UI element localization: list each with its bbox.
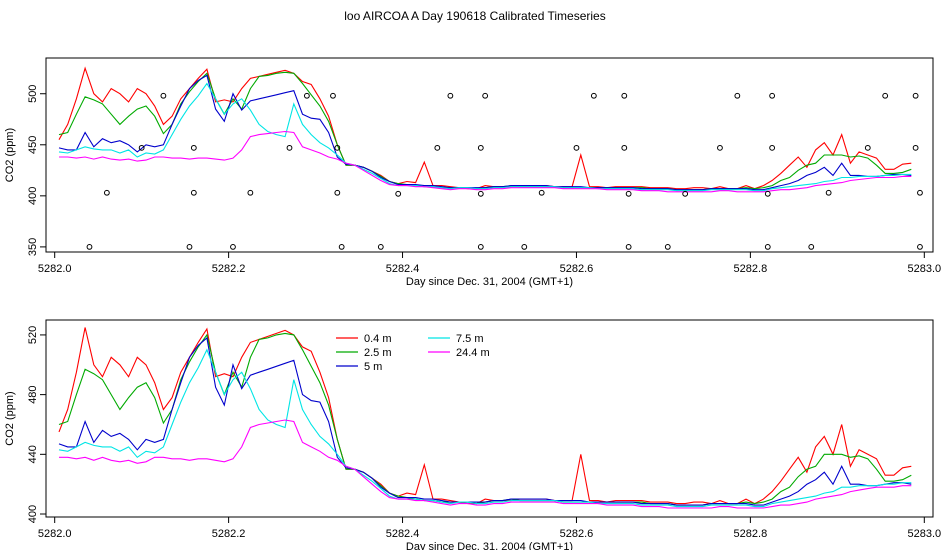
data-point xyxy=(186,243,193,250)
data-point xyxy=(338,243,345,250)
x-tick-label: 5282.6 xyxy=(560,528,594,540)
data-point xyxy=(590,92,597,99)
data-point xyxy=(395,190,402,197)
data-point xyxy=(303,92,310,99)
data-point xyxy=(682,190,689,197)
data-point xyxy=(912,144,919,151)
data-point xyxy=(434,144,441,151)
series-line-24-4-m xyxy=(59,419,912,509)
data-point xyxy=(330,92,336,99)
x-tick-label: 5282.2 xyxy=(212,528,246,540)
data-point xyxy=(625,190,632,197)
data-point xyxy=(664,243,671,250)
plot-area xyxy=(58,66,923,250)
plot-area xyxy=(58,327,912,509)
series-line-24-4-m xyxy=(59,130,912,193)
x-axis-label: Day since Dec. 31, 2004 (GMT+1) xyxy=(406,276,573,288)
series-line-0-4-m xyxy=(58,327,912,505)
y-tick-label: 400 xyxy=(27,505,39,523)
x-tick-label: 5282.6 xyxy=(560,263,594,275)
data-point xyxy=(864,144,871,151)
y-tick-label: 350 xyxy=(27,238,39,256)
x-tick-label: 5283.0 xyxy=(907,528,941,540)
y-tick-label: 500 xyxy=(27,85,39,103)
y-axis-label: CO2 (ppm) xyxy=(4,391,16,445)
x-tick-label: 5282.8 xyxy=(734,528,768,540)
data-point xyxy=(190,144,197,151)
y-tick-label: 480 xyxy=(27,385,39,403)
legend-label: 2.5 m xyxy=(364,347,392,359)
data-point xyxy=(717,144,723,151)
data-point xyxy=(103,189,110,196)
data-point xyxy=(334,144,341,151)
x-axis-label: Day since Dec. 31, 2004 (GMT+1) xyxy=(406,541,573,550)
data-point xyxy=(573,144,580,151)
data-point xyxy=(917,189,923,196)
series-line-7-5-m xyxy=(58,348,912,508)
plot-frame xyxy=(45,319,934,518)
data-point xyxy=(825,189,832,196)
data-point xyxy=(625,243,632,250)
data-point xyxy=(912,92,919,99)
x-tick-label: 5282.4 xyxy=(386,528,420,540)
data-point xyxy=(808,243,815,250)
data-point xyxy=(769,144,776,151)
chart-title: loo AIRCOA A Day 190618 Calibrated Times… xyxy=(344,9,605,23)
data-point xyxy=(477,144,484,151)
x-tick-label: 5282.8 xyxy=(734,263,768,275)
y-tick-label: 400 xyxy=(27,187,39,205)
data-point xyxy=(286,144,293,151)
y-tick-label: 450 xyxy=(27,136,39,154)
x-tick-label: 5283.0 xyxy=(907,263,941,275)
series-line-5-m xyxy=(58,74,912,191)
data-point xyxy=(734,92,741,99)
y-axis-label: CO2 (ppm) xyxy=(4,128,16,182)
data-point xyxy=(621,144,628,151)
legend-label: 5 m xyxy=(364,361,382,373)
data-point xyxy=(521,243,528,250)
series-line-2-5-m xyxy=(58,332,912,506)
data-point xyxy=(477,243,484,250)
legend-label: 7.5 m xyxy=(456,333,484,345)
plot-frame xyxy=(45,57,934,253)
legend-label: 24.4 m xyxy=(456,347,490,359)
x-tick-label: 5282.0 xyxy=(38,263,72,275)
x-tick-label: 5282.0 xyxy=(38,528,72,540)
data-point xyxy=(917,243,923,250)
data-point xyxy=(482,92,489,99)
data-point xyxy=(247,189,254,196)
legend-label: 0.4 m xyxy=(364,333,392,345)
data-point xyxy=(86,243,93,250)
data-point xyxy=(138,144,145,151)
panel-bottom: 5282.0 5282.2 5282.4 5282.6 5282.8 5283.0 400 4… xyxy=(4,319,941,553)
y-tick-label: 520 xyxy=(27,326,39,344)
data-point xyxy=(477,190,484,197)
data-point xyxy=(334,189,341,196)
data-point xyxy=(621,92,628,99)
series-line-7-5-m xyxy=(58,82,912,192)
data-point xyxy=(190,189,197,196)
data-point xyxy=(764,190,771,197)
data-point xyxy=(230,243,236,250)
series-line-5-m xyxy=(58,336,912,506)
data-point xyxy=(160,92,167,99)
x-tick-label: 5282.2 xyxy=(212,263,246,275)
panel-top: 5282.0 5282.2 5282.4 5282.6 5282.8 5283.0 350 4… xyxy=(4,57,941,288)
data-point xyxy=(538,189,545,196)
legend: 0.4 m 2.5 m 5 m 7.5 m 24.4 m xyxy=(336,333,490,373)
y-tick-label: 440 xyxy=(27,445,39,463)
x-tick-label: 5282.4 xyxy=(386,263,420,275)
data-point xyxy=(769,92,776,99)
data-point xyxy=(764,243,771,250)
data-point xyxy=(882,92,889,99)
data-point xyxy=(447,92,454,99)
series-line-0-4-m xyxy=(58,66,912,190)
data-point xyxy=(377,243,384,250)
series-line-2-5-m xyxy=(58,71,912,191)
